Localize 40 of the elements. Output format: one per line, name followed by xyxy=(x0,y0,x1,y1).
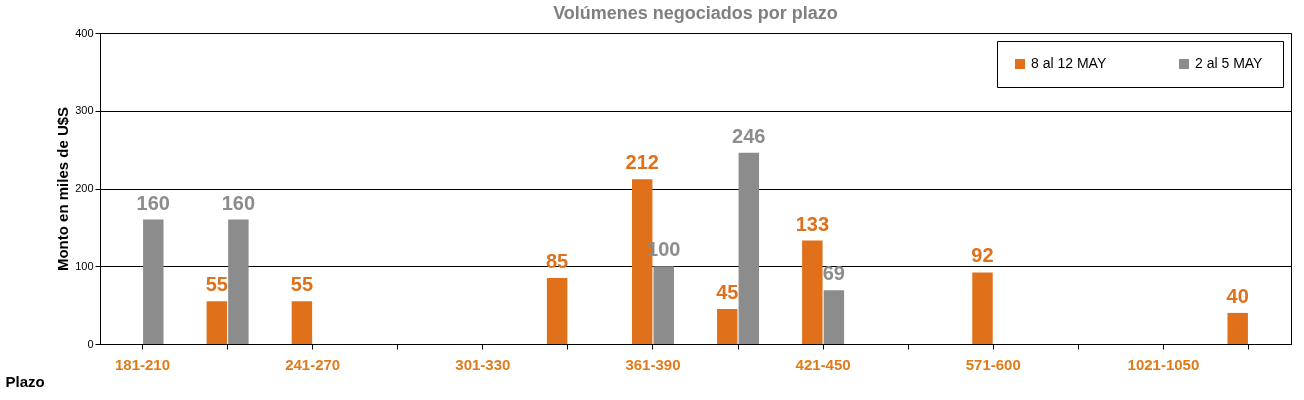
legend-label: 2 al 5 MAY xyxy=(1195,55,1264,71)
y-tick-label: 400 xyxy=(75,26,94,39)
y-tick-label: 100 xyxy=(75,259,94,272)
x-tick-label: 301-330 xyxy=(455,355,511,373)
x-tick-label: 1021-1050 xyxy=(1127,355,1200,373)
chart-title: Volúmenes negociados por plazo xyxy=(553,3,838,23)
data-label: 133 xyxy=(795,212,830,235)
x-tick-label: 571-600 xyxy=(965,355,1021,373)
bar xyxy=(291,301,313,344)
bar xyxy=(717,309,738,344)
x-tick-label: 241-270 xyxy=(285,355,341,373)
data-label: 92 xyxy=(971,244,994,267)
x-axis-title: Plazo xyxy=(5,372,45,390)
bar xyxy=(143,219,164,344)
data-label: 40 xyxy=(1226,284,1249,307)
y-axis-title: Monto en miles de U$S xyxy=(54,106,72,272)
bar xyxy=(546,277,568,344)
bar xyxy=(228,219,249,344)
data-label: 246 xyxy=(732,124,766,147)
data-label: 160 xyxy=(136,191,170,214)
bar xyxy=(653,266,674,344)
data-label: 55 xyxy=(290,273,314,296)
legend-label: 8 al 12 MAY xyxy=(1031,55,1107,71)
bar xyxy=(823,290,845,344)
x-tick-label: 361-390 xyxy=(625,355,681,373)
y-tick-label: 200 xyxy=(75,182,94,194)
bar xyxy=(738,152,760,344)
bar xyxy=(802,240,823,344)
data-label: 160 xyxy=(221,191,256,214)
x-tick-label: 421-450 xyxy=(795,355,851,373)
data-label: 55 xyxy=(205,273,228,296)
y-tick-label: 0 xyxy=(87,337,94,350)
data-label: 69 xyxy=(822,262,845,285)
x-tick-label: 181-210 xyxy=(115,355,171,373)
bar xyxy=(972,272,993,344)
bar xyxy=(206,301,228,344)
data-label: 45 xyxy=(716,281,739,304)
y-tick-label: 300 xyxy=(75,104,94,117)
bar xyxy=(1227,312,1248,344)
data-label: 212 xyxy=(625,151,659,174)
